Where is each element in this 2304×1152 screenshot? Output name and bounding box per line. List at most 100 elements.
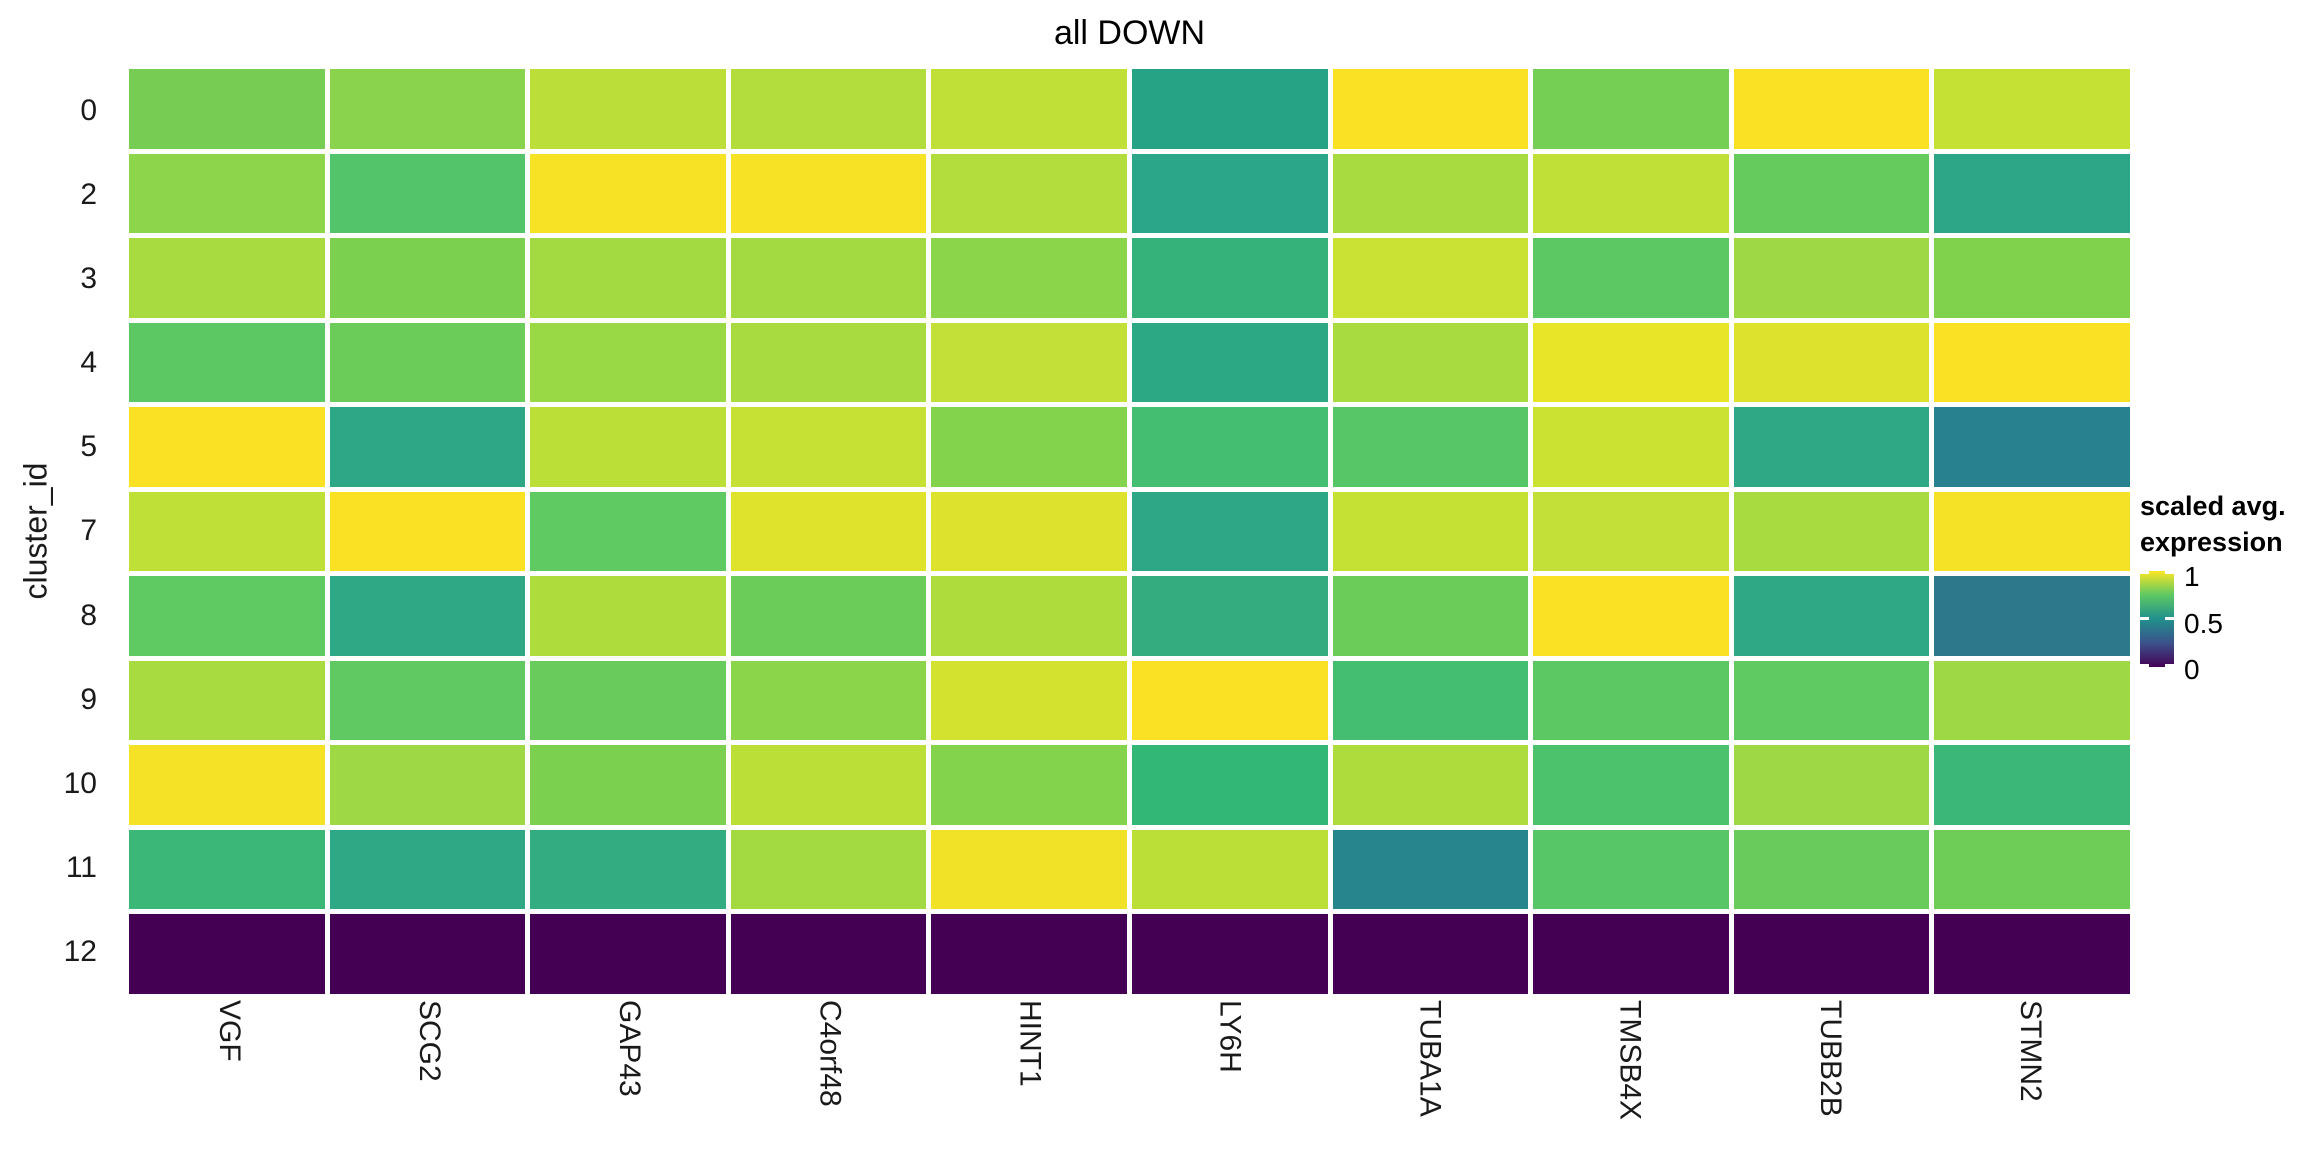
heatmap-cell bbox=[730, 491, 927, 572]
x-axis-tick-label-text: HINT1 bbox=[1013, 1000, 1047, 1087]
y-axis-tick-label: 11 bbox=[65, 850, 97, 884]
heatmap-cell bbox=[1132, 660, 1328, 741]
legend-tick-mark bbox=[2165, 616, 2174, 620]
x-axis-tick-label: VGF bbox=[129, 1000, 329, 1150]
heatmap-cell bbox=[1934, 745, 2130, 825]
heatmap-cell bbox=[329, 491, 526, 572]
heatmap-cell bbox=[129, 69, 325, 149]
heatmap-cell bbox=[730, 914, 927, 994]
heatmap-cell bbox=[1533, 914, 1729, 994]
legend-colorbar-wrap: 1 0.5 0 bbox=[2140, 562, 2223, 683]
heatmap-cell bbox=[931, 745, 1127, 825]
heatmap-cell bbox=[530, 914, 726, 994]
heatmap-cell bbox=[931, 829, 1127, 910]
heatmap-cell bbox=[530, 407, 726, 487]
x-axis-tick-label-text: VGF bbox=[213, 1000, 247, 1062]
heatmap-cell bbox=[1533, 829, 1729, 910]
heatmap-cell bbox=[1733, 322, 1930, 403]
y-axis-tick-label: 0 bbox=[80, 94, 97, 128]
y-axis-tick-label: 2 bbox=[80, 178, 97, 212]
x-axis-tick-label-text: STMN2 bbox=[2013, 1000, 2047, 1102]
y-axis-tick-label: 9 bbox=[80, 682, 97, 716]
y-axis-tick-label: 3 bbox=[80, 262, 97, 296]
heatmap-cell bbox=[530, 69, 726, 149]
heatmap-cell bbox=[730, 576, 927, 656]
legend-title-line2: expression bbox=[2140, 527, 2283, 558]
heatmap-cell bbox=[1332, 576, 1529, 656]
heatmap-cell bbox=[730, 153, 927, 234]
heatmap-cell bbox=[329, 576, 526, 656]
heatmap-cell bbox=[329, 69, 526, 149]
heatmap-cell bbox=[1934, 914, 2130, 994]
heatmap-cell bbox=[129, 745, 325, 825]
heatmap-cell bbox=[129, 829, 325, 910]
heatmap-grid bbox=[129, 69, 2130, 994]
heatmap-cell bbox=[129, 238, 325, 318]
heatmap-cell bbox=[530, 153, 726, 234]
x-axis-tick-label: HINT1 bbox=[929, 1000, 1129, 1150]
legend-title-line1: scaled avg. bbox=[2140, 491, 2286, 521]
heatmap-cell bbox=[530, 576, 726, 656]
heatmap-cell bbox=[1733, 238, 1930, 318]
heatmap-cell bbox=[1733, 745, 1930, 825]
heatmap-cell bbox=[1132, 829, 1328, 910]
x-axis-tick-label-text: C4orf48 bbox=[813, 1000, 847, 1107]
x-axis-tick-label: STMN2 bbox=[1930, 1000, 2130, 1150]
heatmap-cell bbox=[1533, 660, 1729, 741]
x-axis-labels: VGF SCG2 GAP43 C4orf48 HINT1 LY6H TUBA1A TMSB4X… bbox=[129, 1000, 2130, 1150]
legend-tick-mark bbox=[2165, 663, 2174, 667]
y-axis-tick-label: 7 bbox=[80, 514, 97, 548]
heatmap-cell bbox=[530, 745, 726, 825]
legend-tick-mark bbox=[2165, 570, 2174, 574]
heatmap-cell bbox=[1332, 491, 1529, 572]
heatmap-cell bbox=[129, 322, 325, 403]
heatmap-cell bbox=[1733, 829, 1930, 910]
heatmap-cell bbox=[1733, 153, 1930, 234]
x-axis-tick-label-text: TUBA1A bbox=[1413, 1000, 1447, 1117]
heatmap-cell bbox=[1132, 914, 1328, 994]
heatmap-cell bbox=[329, 153, 526, 234]
heatmap-cell bbox=[1733, 491, 1930, 572]
heatmap-cell bbox=[1934, 238, 2130, 318]
heatmap-cell bbox=[931, 914, 1127, 994]
x-axis-tick-label-text: TMSB4X bbox=[1613, 1000, 1647, 1121]
heatmap-cell bbox=[129, 153, 325, 234]
legend: scaled avg. expression 1 0.5 0 bbox=[2140, 488, 2304, 683]
heatmap-cell bbox=[1934, 69, 2130, 149]
x-axis-tick-label: SCG2 bbox=[329, 1000, 529, 1150]
heatmap-cell bbox=[931, 660, 1127, 741]
heatmap-cell bbox=[129, 491, 325, 572]
heatmap-cell bbox=[530, 491, 726, 572]
heatmap-cell bbox=[730, 745, 927, 825]
heatmap-cell bbox=[1332, 660, 1529, 741]
heatmap-cell bbox=[329, 238, 526, 318]
heatmap-cell bbox=[931, 491, 1127, 572]
heatmap-cell bbox=[129, 914, 325, 994]
heatmap-cell bbox=[1934, 829, 2130, 910]
y-axis-tick-label: 8 bbox=[80, 598, 97, 632]
y-axis-tick-label: 5 bbox=[80, 430, 97, 464]
heatmap-cell bbox=[1132, 576, 1328, 656]
heatmap-cell bbox=[1132, 69, 1328, 149]
legend-tick-label: 0.5 bbox=[2184, 607, 2223, 639]
heatmap-cell bbox=[1934, 491, 2130, 572]
heatmap-cell bbox=[931, 238, 1127, 318]
heatmap-cell bbox=[1132, 238, 1328, 318]
heatmap-cell bbox=[129, 660, 325, 741]
x-axis-tick-label: LY6H bbox=[1130, 1000, 1330, 1150]
heatmap-cell bbox=[530, 829, 726, 910]
heatmap-cell bbox=[1533, 576, 1729, 656]
heatmap-cell bbox=[329, 322, 526, 403]
heatmap-cell bbox=[1533, 745, 1729, 825]
x-axis-tick-label-text: GAP43 bbox=[613, 1000, 647, 1097]
heatmap-cell bbox=[329, 829, 526, 910]
legend-tick-mark bbox=[2140, 570, 2149, 574]
legend-tick-label: 0 bbox=[2184, 653, 2200, 685]
heatmap-cell bbox=[1132, 745, 1328, 825]
heatmap-cell bbox=[530, 322, 726, 403]
heatmap-cell bbox=[1332, 829, 1529, 910]
heatmap-cell bbox=[931, 322, 1127, 403]
heatmap-cell bbox=[1533, 322, 1729, 403]
y-axis-tick-label: 12 bbox=[63, 934, 97, 968]
heatmap-cell bbox=[1332, 322, 1529, 403]
